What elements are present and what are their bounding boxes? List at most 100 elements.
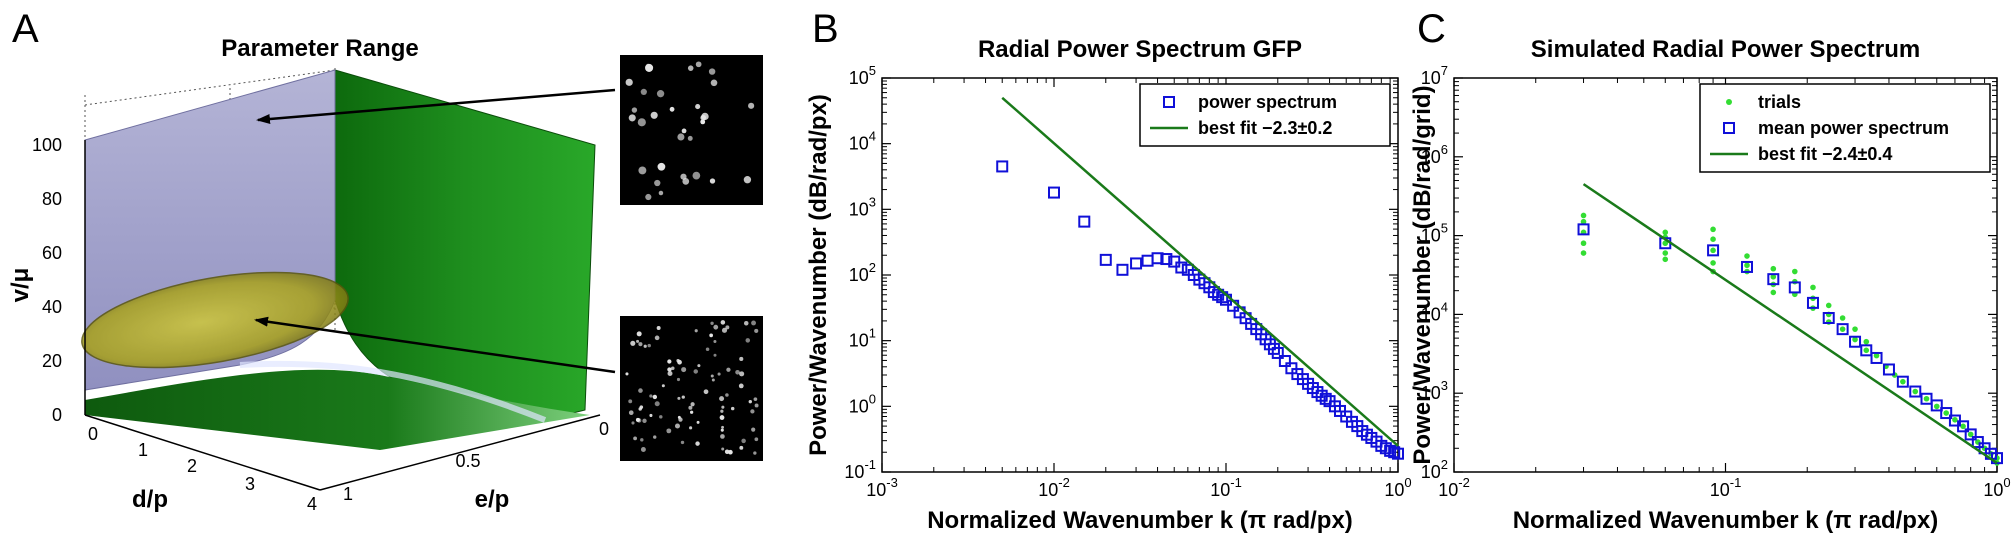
- inset-spot: [720, 428, 724, 432]
- floor-surface: [85, 369, 590, 450]
- inset-spot: [630, 340, 636, 346]
- inset-spot: [700, 119, 706, 125]
- inset-spot: [754, 328, 759, 333]
- inset-spot: [654, 179, 661, 187]
- svg-text:3: 3: [245, 474, 255, 494]
- panel-a-title: Parameter Range: [221, 35, 418, 62]
- trial-point: [1580, 218, 1587, 225]
- trial-point: [1662, 256, 1669, 263]
- inset-spot: [751, 320, 756, 326]
- inset-spot: [725, 325, 730, 330]
- trial-point: [1662, 240, 1669, 247]
- panel-a-y-ticks: 1 0.5 0: [343, 419, 609, 504]
- data-point: [1078, 215, 1091, 228]
- inset-spot: [658, 190, 664, 196]
- inset-spot: [649, 394, 653, 398]
- inset-spot: [750, 409, 755, 414]
- tick-label: 107: [1421, 63, 1448, 88]
- inset-spot: [628, 399, 633, 404]
- tick-label: 10-1: [1710, 475, 1742, 500]
- inset-spot: [743, 320, 749, 326]
- tick-label: 101: [849, 326, 876, 351]
- tick-label: 100: [849, 391, 876, 416]
- trial-point: [1580, 250, 1587, 256]
- inset-spot: [652, 394, 658, 400]
- legend-dot-swatch: [1726, 99, 1732, 105]
- trial-point: [1710, 236, 1716, 243]
- inset-spot: [693, 369, 698, 374]
- trial-point: [1943, 410, 1950, 416]
- inset-spot: [720, 320, 726, 325]
- inset-image-bottom: [620, 316, 763, 461]
- inset-spot: [640, 447, 646, 453]
- inset-spot: [730, 406, 735, 411]
- data-point: [1860, 344, 1873, 357]
- inset-spot: [711, 378, 715, 382]
- data-point: [1896, 375, 1909, 388]
- inset-spot: [633, 436, 638, 441]
- svg-text:80: 80: [42, 189, 62, 209]
- trial-point: [1873, 352, 1880, 359]
- inset-spot: [671, 366, 675, 371]
- inset-spot: [656, 89, 665, 98]
- data-point: [1151, 252, 1164, 265]
- inset-spot: [738, 383, 744, 389]
- inset-spot: [701, 112, 709, 121]
- inset-spot: [631, 107, 638, 113]
- svg-text:4: 4: [307, 494, 317, 514]
- inset-spot: [656, 326, 661, 331]
- data-point: [1392, 447, 1404, 460]
- legend-box: [1699, 83, 1991, 173]
- panel-a: A Parameter Range: [7, 7, 763, 514]
- inset-spot: [645, 63, 651, 69]
- trial-point: [1580, 212, 1587, 219]
- inset-spot: [687, 135, 693, 141]
- inset-spot: [696, 420, 700, 424]
- tick-label: 102: [849, 260, 876, 285]
- trial-point: [1952, 416, 1958, 423]
- inset-spot: [681, 395, 685, 399]
- inset-spot: [719, 396, 725, 402]
- inset-spot: [647, 343, 651, 348]
- best-fit-line: [1582, 183, 1998, 465]
- inset-spot: [710, 79, 718, 87]
- inset-spot: [709, 178, 716, 184]
- arrow-top: [256, 88, 616, 124]
- trial-point: [1912, 388, 1919, 395]
- panel-c-ylabel: Power/Wavenumber (dB/rad/grid): [1409, 85, 1436, 464]
- panel-a-letter: A: [12, 7, 39, 51]
- inset-spot: [643, 344, 647, 348]
- inset-spot: [708, 68, 716, 75]
- data-point: [1930, 399, 1943, 412]
- green-surface: [334, 69, 596, 421]
- tick-label: 104: [1421, 299, 1448, 324]
- inset-spot: [713, 324, 719, 330]
- inset-spot: [748, 102, 755, 109]
- legend-square-swatch: [1723, 122, 1735, 134]
- trial-point: [1863, 347, 1870, 354]
- trial-point: [1744, 253, 1750, 259]
- inset-spot: [628, 114, 636, 122]
- inset-spot: [687, 65, 694, 71]
- inset-spot: [667, 359, 672, 364]
- data-point: [1175, 261, 1188, 274]
- trial-point: [1933, 403, 1940, 410]
- best-fit-line: [1001, 96, 1399, 447]
- data-point: [1278, 355, 1291, 368]
- inset-spot: [754, 403, 759, 408]
- inset-spot: [638, 342, 643, 347]
- trial-point: [1710, 260, 1716, 266]
- inset-spot: [650, 111, 658, 119]
- inset-spot: [690, 410, 694, 414]
- inset-spot: [640, 438, 644, 442]
- svg-text:40: 40: [42, 297, 62, 317]
- tick-label: 10-2: [1038, 475, 1070, 500]
- inset-spot: [710, 374, 714, 378]
- svg-text:20: 20: [42, 351, 62, 371]
- inset-spot: [638, 407, 642, 411]
- panel-a-xlabel: d/p: [132, 486, 168, 513]
- inset-spot: [710, 321, 714, 325]
- legend-square-swatch: [1163, 96, 1175, 108]
- trial-point: [1839, 315, 1846, 321]
